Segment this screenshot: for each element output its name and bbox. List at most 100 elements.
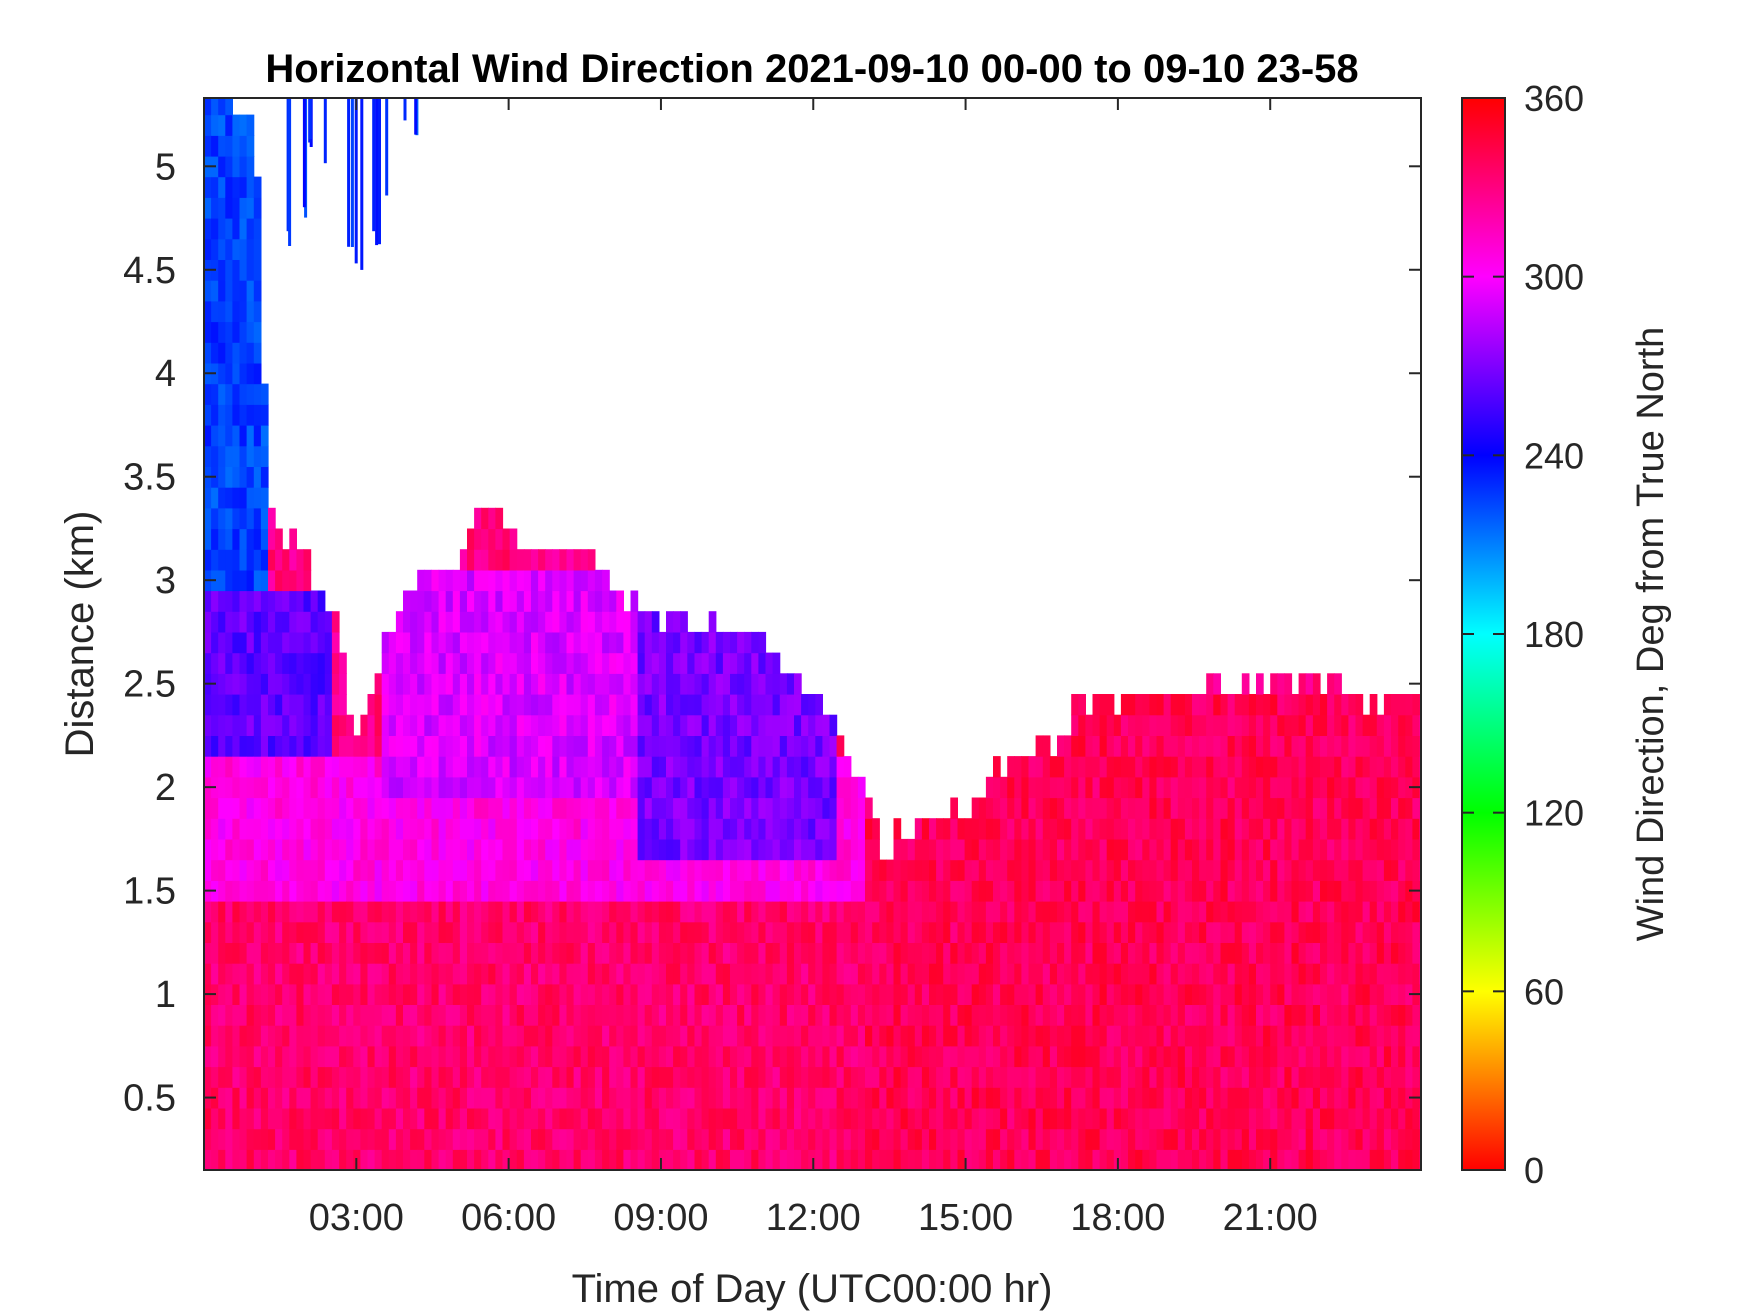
heatmap-cell: [1220, 983, 1229, 1005]
heatmap-cell: [566, 652, 575, 674]
heatmap-cell: [431, 797, 440, 819]
heatmap-cell: [936, 1087, 944, 1109]
heatmap-cell: [794, 921, 802, 943]
heatmap-cell: [694, 756, 703, 778]
heatmap-cell: [708, 611, 717, 633]
heatmap-cell: [1256, 963, 1264, 985]
heatmap-cell: [531, 776, 539, 799]
heatmap-cell: [1369, 1066, 1378, 1088]
heatmap-cell: [1241, 983, 1250, 1005]
heatmap-cell: [1305, 880, 1314, 902]
heatmap-cell: [822, 1149, 831, 1170]
heatmap-cell: [374, 1025, 383, 1047]
heatmap-cell: [1305, 1066, 1314, 1088]
heatmap-cell: [531, 838, 539, 861]
heatmap-cell: [481, 1045, 489, 1068]
heatmap-cell: [587, 1066, 596, 1088]
heatmap-cell: [395, 776, 404, 799]
heatmap-cell: [1021, 880, 1030, 902]
heatmap-cell: [1391, 735, 1399, 757]
heatmap-cell: [1192, 735, 1200, 757]
heatmap-cell: [737, 1149, 745, 1170]
heatmap-cell: [523, 756, 532, 778]
heatmap-cell: [275, 880, 283, 902]
heatmap-cell: [1078, 983, 1086, 1005]
heatmap-cell: [268, 921, 276, 943]
heatmap-cell: [865, 921, 873, 943]
heatmap-cell: [374, 694, 383, 716]
heatmap-cell: [388, 1087, 397, 1109]
heatmap-cell: [964, 838, 973, 861]
heatmap-cell: [410, 694, 418, 716]
heatmap-cell: [1263, 838, 1271, 861]
heatmap-cell: [1398, 1128, 1406, 1150]
heatmap-cell: [388, 797, 397, 819]
heatmap-cell: [474, 528, 482, 550]
heatmap-cell: [211, 631, 219, 654]
heatmap-cell: [260, 1128, 269, 1150]
heatmap-cell: [445, 776, 454, 799]
heatmap-cell: [225, 714, 233, 736]
heatmap-cell: [253, 901, 262, 923]
heatmap-cell: [1398, 1087, 1406, 1109]
heatmap-cell: [1099, 776, 1108, 799]
heatmap-cell: [815, 1045, 823, 1068]
heatmap-cell: [1135, 1045, 1143, 1068]
heatmap-cell: [1199, 921, 1207, 943]
heatmap-cell: [1348, 901, 1357, 923]
heatmap-cell: [1113, 714, 1122, 736]
heatmap-cell: [410, 1128, 418, 1150]
heatmap-cell: [509, 1128, 518, 1150]
heatmap-cell: [850, 880, 859, 902]
heatmap-cell: [545, 673, 553, 695]
heatmap-cell: [367, 921, 376, 943]
heatmap-cell: [218, 218, 226, 240]
heatmap-cell: [715, 942, 724, 964]
heatmap-cell: [1057, 818, 1065, 840]
heatmap-cell: [225, 445, 233, 467]
heatmap-cell: [580, 714, 589, 736]
heatmap-cell: [531, 818, 539, 840]
heatmap-cell: [317, 1004, 326, 1026]
heatmap-cell: [708, 1149, 717, 1170]
heatmap-cell: [1312, 942, 1321, 964]
heatmap-cell: [523, 859, 532, 881]
heatmap-cell: [317, 673, 326, 695]
heatmap-cell: [218, 321, 226, 343]
heatmap-cell: [495, 1066, 504, 1088]
heatmap-cell: [282, 818, 290, 840]
heatmap-cell: [1085, 776, 1094, 799]
heatmap-cell: [602, 963, 610, 985]
heatmap-cell: [1291, 1025, 1300, 1047]
heatmap-cell: [651, 983, 660, 1005]
heatmap-cell: [1348, 1045, 1357, 1068]
heatmap-cell: [204, 818, 212, 840]
heatmap-cell: [1113, 1107, 1122, 1130]
heatmap-cell: [410, 776, 418, 799]
heatmap-cell: [730, 921, 738, 943]
heatmap-cell: [516, 1004, 525, 1026]
heatmap-cell: [523, 797, 532, 819]
heatmap-cell: [438, 631, 447, 654]
heatmap-cell: [467, 1128, 475, 1150]
heatmap-cell: [232, 1004, 241, 1026]
heatmap-cell: [1412, 921, 1421, 943]
heatmap-cell: [239, 238, 248, 260]
heatmap-cell: [850, 1128, 859, 1150]
heatmap-cell: [467, 611, 475, 633]
heatmap-cell: [1057, 963, 1065, 985]
heatmap-cell: [715, 921, 724, 943]
heatmap-cell: [1142, 880, 1150, 902]
heatmap-cell: [474, 983, 482, 1005]
heatmap-cell: [353, 921, 361, 943]
heatmap-cell: [1355, 859, 1364, 881]
heatmap-cell: [253, 1025, 262, 1047]
heatmap-cell: [388, 1066, 397, 1088]
heatmap-cell: [1192, 1107, 1200, 1130]
heatmap-cell: [204, 714, 212, 736]
heatmap-cell: [381, 1025, 390, 1047]
heatmap-cell: [907, 1128, 916, 1150]
heatmap-cell: [1128, 1087, 1136, 1109]
heatmap-cell: [1362, 818, 1371, 840]
heatmap-cell: [580, 1087, 589, 1109]
